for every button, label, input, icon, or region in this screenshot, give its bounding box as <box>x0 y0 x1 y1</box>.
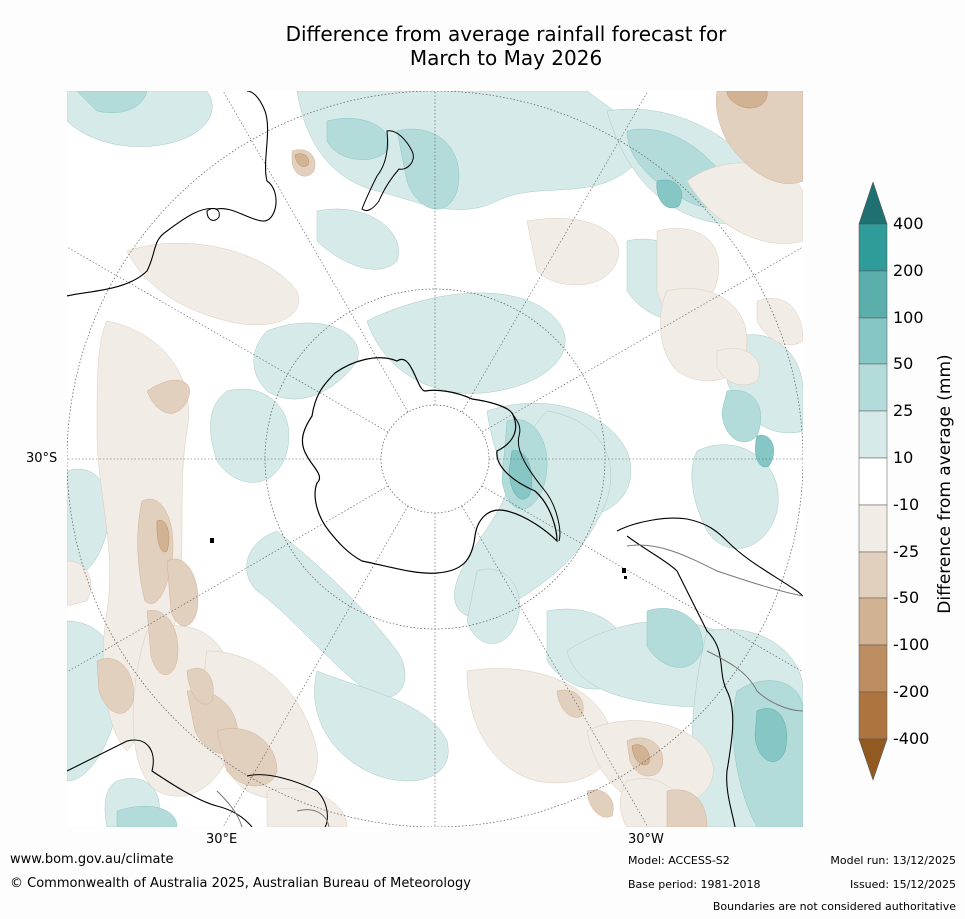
antarctic-peninsula <box>511 412 561 542</box>
website-link[interactable]: www.bom.gov.au/climate <box>10 852 174 867</box>
colorbar-over-triangle <box>858 181 888 225</box>
latitude-label-30s: 30°S <box>26 451 58 466</box>
issued-date: Issued: 15/12/2025 <box>849 878 956 891</box>
colorbar-band-50-100 <box>858 317 888 365</box>
antarctica-outline <box>301 357 558 574</box>
small-islands <box>210 538 627 579</box>
madagascar-outline <box>246 774 328 827</box>
colorbar-svg <box>858 181 888 781</box>
colorbar-tick: -100 <box>893 635 930 654</box>
colorbar-under-triangle <box>858 738 888 781</box>
longitude-label-30e: 30°E <box>206 832 238 847</box>
colorbar-band-200-400 <box>858 223 888 272</box>
colorbar-tick: 25 <box>893 401 914 420</box>
colorbar: 400 200 100 50 25 10 -10 -25 -50 -100 -2… <box>855 181 965 782</box>
model-run-date: Model run: 13/12/2025 <box>830 854 956 867</box>
colorbar-tick: 50 <box>893 354 914 373</box>
title-line-2: March to May 2026 <box>409 46 603 70</box>
colorbar-tick: 10 <box>893 448 914 467</box>
longitude-label-30w: 30°W <box>628 832 664 847</box>
longitude-lines <box>67 91 803 827</box>
colorbar-tick: -400 <box>893 729 930 748</box>
colorbar-tick: 100 <box>893 308 924 327</box>
colorbar-band-m50-m100 <box>858 597 888 646</box>
map-svg <box>67 91 803 827</box>
anomaly-m50-m100-areas <box>156 91 768 766</box>
colorbar-band-m25-m50 <box>858 551 888 599</box>
new-zealand-outline <box>361 130 414 212</box>
boundary-disclaimer: Boundaries are not considered authoritat… <box>712 900 956 913</box>
base-period: Base period: 1981-2018 <box>628 878 761 891</box>
title-line-1: Difference from average rainfall forecas… <box>285 22 727 46</box>
anomaly-10-25-areas <box>67 91 803 827</box>
tasmania-outline <box>206 208 220 221</box>
south-america-outline <box>616 517 803 827</box>
australia-outline <box>67 91 277 297</box>
copyright-text: © Commonwealth of Australia 2025, Austra… <box>10 876 471 891</box>
colorbar-tick: 200 <box>893 261 924 280</box>
colorbar-tick: -200 <box>893 682 930 701</box>
colorbar-band-10-25 <box>858 410 888 459</box>
colorbar-band-m10-m25 <box>858 504 888 553</box>
model-name: Model: ACCESS-S2 <box>628 854 730 867</box>
colorbar-tick: -10 <box>893 495 920 514</box>
colorbar-band-neutral <box>858 457 888 506</box>
polar-map <box>67 91 803 827</box>
colorbar-title: Difference from average (mm) <box>935 354 955 614</box>
colorbar-band-m100-m200 <box>858 644 888 693</box>
colorbar-band-25-50 <box>858 363 888 412</box>
colorbar-tick: 400 <box>893 214 924 233</box>
chart-title: Difference from average rainfall forecas… <box>0 22 965 70</box>
colorbar-band-m200-m400 <box>858 691 888 740</box>
country-boundaries <box>216 544 803 827</box>
colorbar-band-100-200 <box>858 270 888 319</box>
anomaly-m25-m50-areas <box>96 91 803 827</box>
africa-outline <box>67 739 253 827</box>
colorbar-tick: -50 <box>893 588 920 607</box>
colorbar-tick: -25 <box>893 542 920 561</box>
